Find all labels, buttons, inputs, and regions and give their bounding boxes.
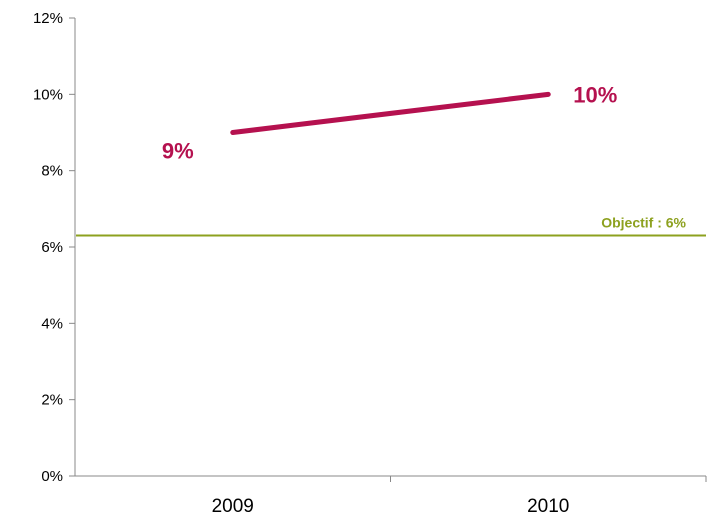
x-tick-label: 2010 [527,496,569,517]
series-line [230,91,551,135]
data-label: 9% [162,139,194,164]
y-tick-label: 12% [33,10,63,27]
y-tick-label: 4% [41,315,63,332]
y-tick-label: 0% [41,468,63,485]
y-tick-label: 10% [33,86,63,103]
reference-line-group: Objectif : 6% [76,215,706,237]
y-tick-label: 8% [41,163,63,180]
data-label: 10% [573,82,617,107]
labels-group: 9% 10% [162,82,617,163]
x-tick-label: 2009 [212,496,254,517]
series-group [230,91,551,135]
objective-label: Objectif : 6% [601,215,686,231]
y-tick-label: 2% [41,392,63,409]
y-tick-label: 6% [41,239,63,256]
axes: 0% 2% 4% 6% 8% 10% 12% 2009 2010 [33,10,707,517]
